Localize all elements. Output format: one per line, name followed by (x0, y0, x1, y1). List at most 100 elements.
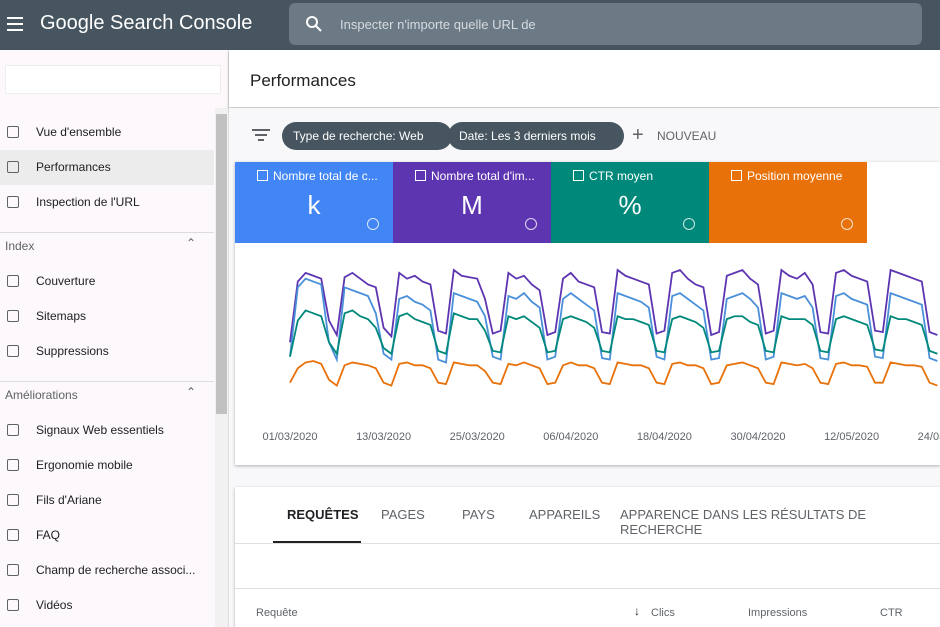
chart: 01/03/2020 13/03/2020 25/03/2020 06/04/2020… (262, 268, 940, 443)
series-line (289, 268, 938, 343)
metric-card[interactable]: Position moyenne (709, 162, 867, 243)
nav-item[interactable]: Champ de recherche associ... (0, 553, 214, 588)
nav-icon (7, 459, 19, 471)
metric-label: Nombre total de c... (273, 169, 378, 183)
tab[interactable]: APPAREILS (529, 507, 601, 522)
menu-icon[interactable] (7, 16, 25, 32)
tab[interactable]: PAGES (381, 507, 425, 522)
tab[interactable]: REQUÊTES (287, 507, 359, 522)
x-tick-label: 06/04/2020 (543, 431, 598, 443)
x-tick-label: 24/05/2020 (918, 431, 940, 443)
scrollbar (215, 108, 228, 627)
filter-chip[interactable]: Type de recherche: Web (282, 122, 452, 150)
help-icon (683, 218, 695, 230)
x-tick-label: 12/05/2020 (824, 431, 879, 443)
metric-label: CTR moyen (589, 169, 654, 183)
property-selector[interactable] (5, 65, 221, 94)
page-title: Performances (250, 71, 356, 90)
tab[interactable]: PAYS (462, 507, 495, 522)
metric-card[interactable]: Nombre total d'im... M (393, 162, 551, 243)
collapse-icon: ⌃ (186, 385, 197, 399)
nav-icon (7, 126, 19, 138)
new-button[interactable]: NOUVEAU (657, 129, 717, 143)
nav-label: Couverture (36, 274, 96, 288)
divider (235, 588, 940, 589)
nav-label: Fils d'Ariane (36, 493, 102, 507)
column-header[interactable]: Requête (256, 607, 298, 619)
nav-label: Sitemaps (36, 309, 87, 323)
x-tick-label: 25/03/2020 (450, 431, 505, 443)
sidebar: Vue d'ensemble Performances Inspection de … (0, 50, 229, 627)
scroll-thumb[interactable] (216, 114, 227, 414)
help-icon (525, 218, 537, 230)
filter-icon[interactable] (252, 128, 270, 142)
tab[interactable]: APPARENCE DANS LES RÉSULTATS DE RECHERCH… (620, 507, 867, 537)
plus-icon: + (632, 124, 644, 146)
nav-label: Vue d'ensemble (36, 125, 122, 139)
nav-label: Performances (36, 160, 111, 174)
collapse-icon: ⌃ (186, 236, 197, 250)
metric-label: Nombre total d'im... (431, 169, 535, 183)
divider (235, 543, 940, 544)
nav-label: Suppressions (36, 344, 109, 358)
nav-icon (7, 599, 19, 611)
sidebar-divider (0, 381, 214, 382)
nav-item[interactable]: Couverture (0, 264, 214, 299)
nav-icon (7, 161, 19, 173)
metric-card[interactable]: Nombre total de c... k (235, 162, 393, 243)
nav-icon (7, 529, 19, 541)
nav-label: FAQ (36, 528, 61, 542)
column-header[interactable]: Impressions (748, 607, 808, 619)
nav-icon (7, 494, 19, 506)
top-bar: Google Search Console Inspecter n'import… (0, 0, 940, 50)
section-title: Index (5, 239, 35, 253)
column-header[interactable]: Clics (651, 607, 675, 619)
nav-label: Champ de recherche associ... (36, 563, 196, 577)
nav-item[interactable]: Vue d'ensemble (0, 115, 214, 150)
x-tick-label: 30/04/2020 (730, 431, 785, 443)
metric-card[interactable]: CTR moyen% (551, 162, 709, 243)
column-header[interactable]: CTR (880, 607, 903, 619)
search-box[interactable]: Inspecter n'importe quelle URL de (289, 3, 922, 45)
nav-label: Ergonomie mobile (36, 458, 133, 472)
help-icon (841, 218, 853, 230)
nav-item[interactable]: Vidéos (0, 588, 214, 623)
nav-icon (7, 310, 19, 322)
section-title: Améliorations (5, 388, 78, 402)
page-header: Performances (229, 50, 940, 107)
chip-label: Type de recherche: Web (293, 129, 424, 143)
series-line (289, 309, 938, 357)
filter-chip[interactable]: Date: Les 3 derniers mois (448, 122, 624, 150)
checkbox (731, 170, 742, 181)
nav-icon (7, 564, 19, 576)
nav-item[interactable]: Inspection de l'URL (0, 185, 214, 220)
nav-item[interactable]: Suppressions (0, 334, 214, 369)
nav-label: Inspection de l'URL (36, 195, 140, 209)
checkbox (415, 170, 426, 181)
sidebar-divider (0, 232, 214, 233)
nav-label: Signaux Web essentiels (36, 423, 164, 437)
table-card (235, 487, 940, 627)
nav-item[interactable]: Ergonomie mobile (0, 448, 214, 483)
help-icon (367, 218, 379, 230)
nav-item[interactable]: FAQ (0, 518, 214, 553)
chip-label: Date: Les 3 derniers mois (459, 129, 596, 143)
metric-label: Position moyenne (747, 169, 843, 183)
nav-item[interactable]: Signaux Web essentiels (0, 413, 214, 448)
nav-icon (7, 196, 19, 208)
metric-value: % (618, 190, 642, 220)
nav-icon (7, 424, 19, 436)
metric-value: k (307, 190, 321, 220)
checkbox (573, 170, 584, 181)
nav-label: Vidéos (36, 598, 73, 612)
metric-value: M (461, 190, 483, 220)
sort-arrow: ↓ (634, 604, 640, 618)
nav-item[interactable]: Performances (0, 150, 214, 185)
nav-item[interactable]: Fils d'Ariane (0, 483, 214, 518)
tab-indicator (273, 541, 361, 543)
x-tick-label: 18/04/2020 (637, 431, 692, 443)
checkbox (257, 170, 268, 181)
search-icon (306, 16, 322, 32)
nav-item[interactable]: Sitemaps (0, 299, 214, 334)
